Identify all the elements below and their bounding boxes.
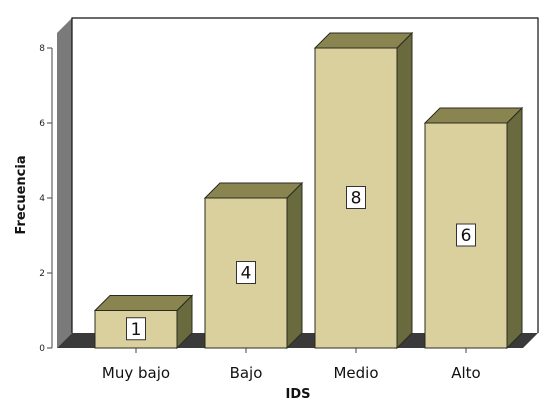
x-tick-label: Medio — [333, 364, 378, 382]
data-label-box — [126, 317, 146, 341]
bar-side-face — [286, 181, 303, 350]
bars: 1 4 8 6 — [93, 31, 524, 350]
bar-4: 6 — [423, 106, 524, 350]
y-tick-label: 8 — [39, 44, 45, 54]
back-wall-outline — [71, 17, 539, 333]
bar-top-face — [313, 32, 414, 49]
y-axis-title: Frecuencia — [14, 155, 29, 234]
x-axis-title: IDS — [286, 387, 311, 401]
bar-side-face — [506, 106, 523, 350]
y-tick-label: 0 — [39, 344, 45, 354]
bar-top-face — [93, 295, 194, 311]
data-label: 4 — [241, 264, 252, 284]
y-axis: 0 2 4 6 8 — [39, 44, 53, 354]
data-label-box — [346, 186, 366, 209]
y-tick-label: 2 — [39, 269, 45, 279]
bar-side-face — [396, 31, 413, 350]
bar-top-face — [203, 182, 304, 199]
x-tick-label: Alto — [451, 364, 481, 382]
data-label: 8 — [351, 189, 362, 209]
data-label: 1 — [131, 320, 142, 340]
data-label-box — [456, 223, 476, 247]
data-label-box — [236, 261, 256, 284]
data-label: 6 — [461, 226, 472, 246]
bar-3: 8 — [313, 31, 414, 350]
bar-top-face — [423, 107, 524, 124]
side-wall — [57, 18, 72, 348]
y-tick-label: 4 — [39, 194, 45, 204]
x-tick-label: Bajo — [230, 364, 263, 382]
y-tick-label: 6 — [39, 119, 45, 129]
bar-1: 1 — [93, 294, 194, 350]
x-tick-label: Muy bajo — [102, 364, 170, 382]
bar-2: 4 — [203, 181, 304, 350]
x-axis: Muy bajo Bajo Medio Alto — [102, 348, 481, 382]
